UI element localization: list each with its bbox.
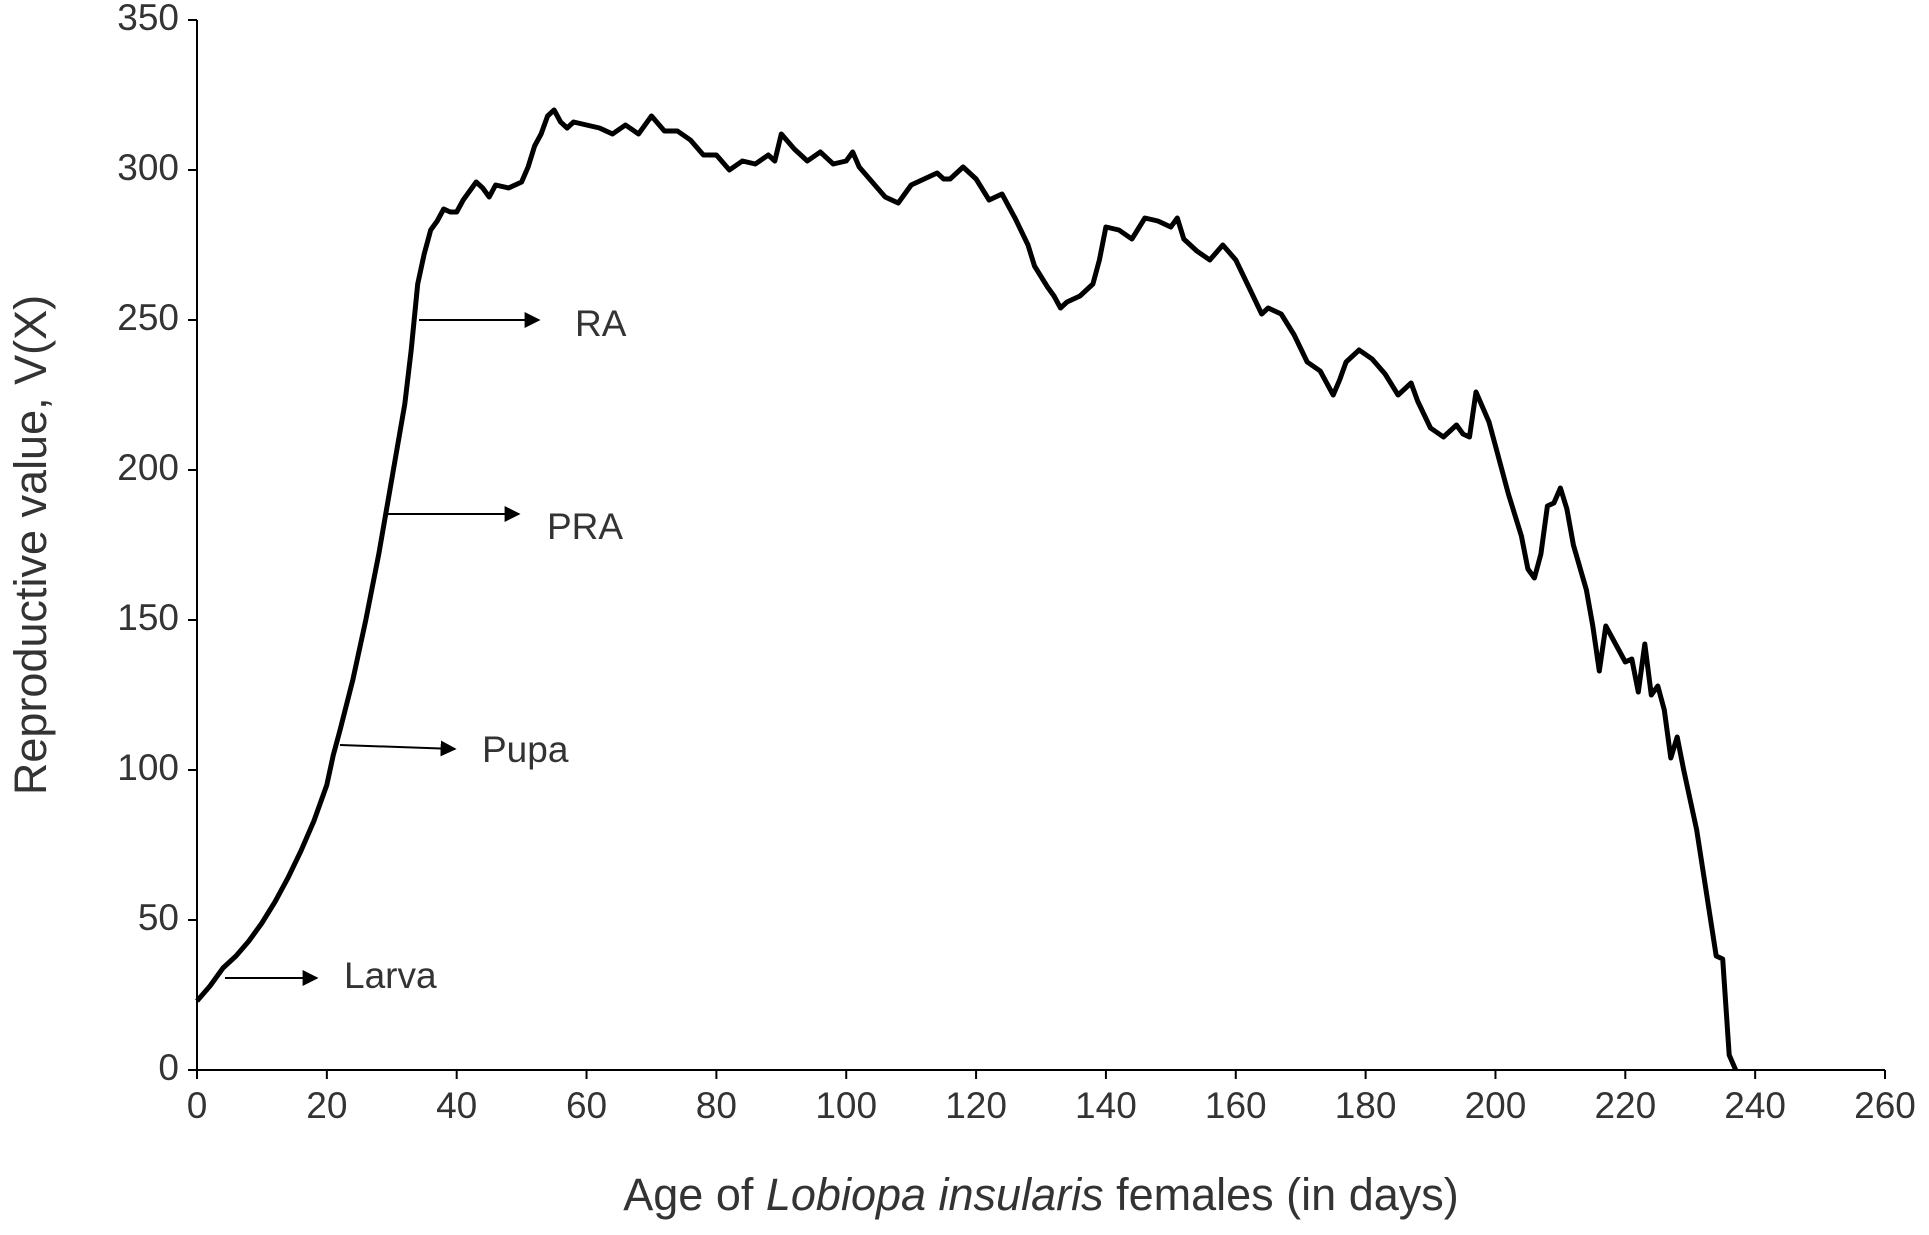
x-tick-label: 160 bbox=[1205, 1085, 1267, 1126]
annotation: Pupa bbox=[482, 729, 569, 770]
x-tick-label: 240 bbox=[1724, 1085, 1786, 1126]
x-tick-label: 180 bbox=[1335, 1085, 1397, 1126]
x-tick-label: 40 bbox=[436, 1085, 477, 1126]
x-tick-label: 60 bbox=[566, 1085, 607, 1126]
annotation: PRA bbox=[547, 506, 623, 547]
x-tick-label: 220 bbox=[1594, 1085, 1656, 1126]
y-tick-label: 150 bbox=[117, 597, 179, 638]
x-tick-label: 260 bbox=[1854, 1085, 1916, 1126]
y-tick-label: 200 bbox=[117, 447, 179, 488]
y-tick-label: 100 bbox=[117, 747, 179, 788]
x-tick-label: 100 bbox=[815, 1085, 877, 1126]
x-axis-title-part: females (in days) bbox=[1104, 1169, 1459, 1220]
data-line bbox=[195, 107, 1738, 1071]
annotation: RA bbox=[575, 303, 627, 344]
y-tick-label: 250 bbox=[117, 297, 179, 338]
x-axis-title: Age of Lobiopa insularis females (in day… bbox=[623, 1169, 1458, 1220]
x-tick-label: 200 bbox=[1465, 1085, 1527, 1126]
y-tick-label: 0 bbox=[158, 1047, 179, 1088]
y-tick-label: 350 bbox=[117, 0, 179, 38]
x-axis-title-part: Age of bbox=[623, 1169, 766, 1220]
annotation-arrow bbox=[339, 740, 457, 757]
y-axis-title: Reproductive value, V(X) bbox=[5, 295, 56, 795]
y-tick-label: 300 bbox=[117, 147, 179, 188]
x-tick-label: 140 bbox=[1075, 1085, 1137, 1126]
x-tick-label: 0 bbox=[187, 1085, 208, 1126]
x-tick-label: 80 bbox=[696, 1085, 737, 1126]
x-tick-label: 20 bbox=[306, 1085, 347, 1126]
y-tick-label: 50 bbox=[138, 897, 179, 938]
x-axis-title-part: Lobiopa insularis bbox=[766, 1169, 1104, 1220]
annotation: Larva bbox=[344, 955, 437, 996]
x-tick-label: 120 bbox=[945, 1085, 1007, 1126]
